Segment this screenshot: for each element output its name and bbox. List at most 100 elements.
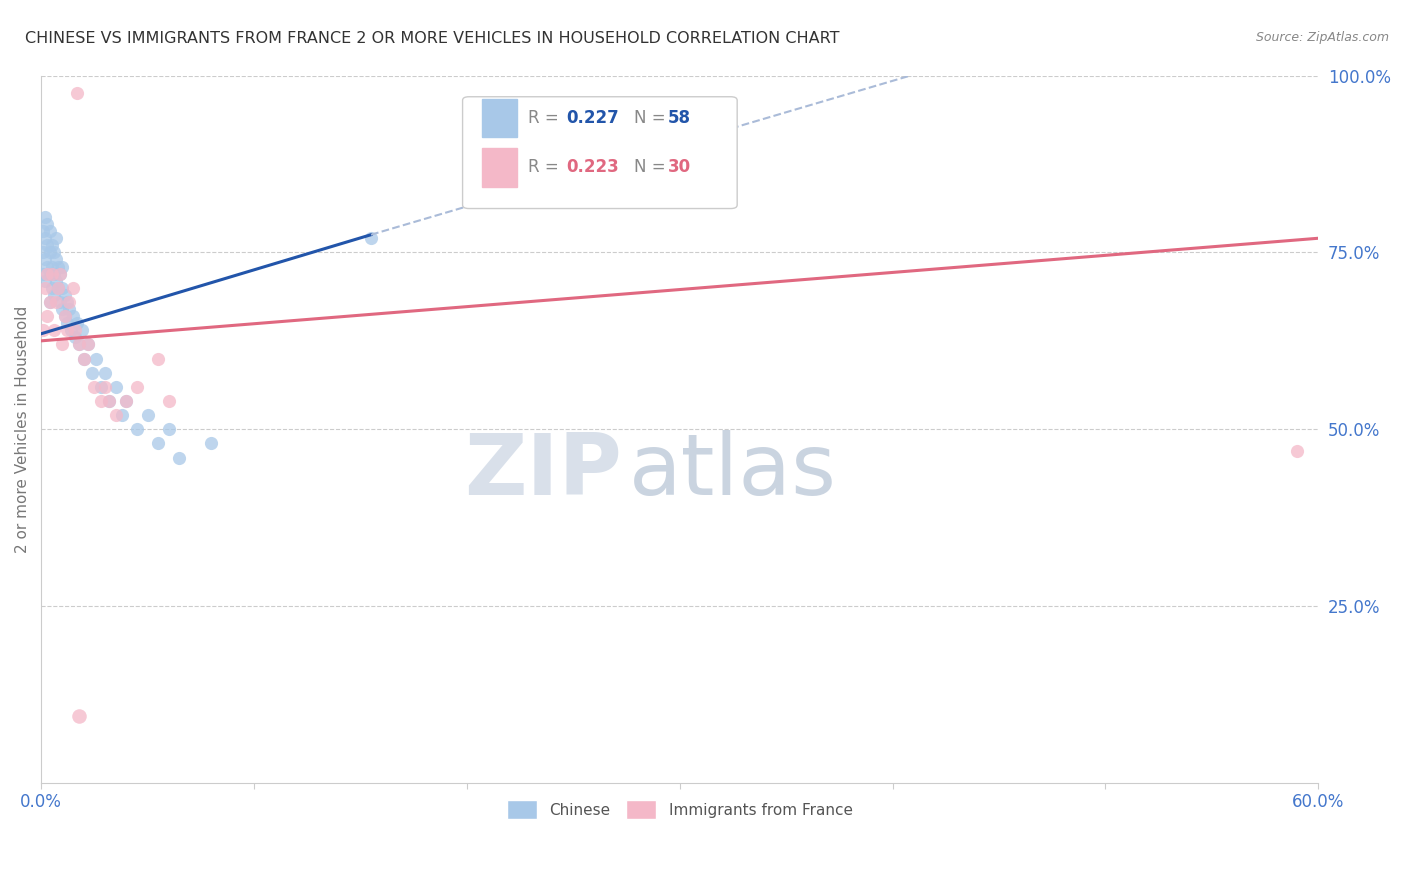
Point xyxy=(32,323,55,337)
Point xyxy=(115,394,138,409)
Point xyxy=(63,323,86,337)
Point xyxy=(38,224,60,238)
Point xyxy=(42,323,65,337)
Point xyxy=(82,366,104,380)
Point xyxy=(90,394,112,409)
Point xyxy=(37,260,59,274)
Text: CHINESE VS IMMIGRANTS FROM FRANCE 2 OR MORE VEHICLES IN HOUSEHOLD CORRELATION CH: CHINESE VS IMMIGRANTS FROM FRANCE 2 OR M… xyxy=(25,31,839,46)
Point xyxy=(51,301,73,316)
Point xyxy=(83,380,105,394)
Point xyxy=(49,267,72,281)
Point xyxy=(49,294,72,309)
Point xyxy=(73,351,96,366)
Point xyxy=(104,380,127,394)
Point xyxy=(37,267,59,281)
Point xyxy=(148,436,170,450)
Point xyxy=(45,252,67,267)
Point xyxy=(63,330,86,344)
Point xyxy=(51,260,73,274)
Text: R =: R = xyxy=(527,159,564,177)
Point xyxy=(67,337,90,351)
Point xyxy=(157,394,180,409)
Point xyxy=(37,309,59,323)
Point xyxy=(45,274,67,288)
Point xyxy=(66,86,89,100)
Point xyxy=(49,267,72,281)
Point xyxy=(58,301,80,316)
Point xyxy=(41,281,63,295)
Point xyxy=(53,309,76,323)
Point xyxy=(32,267,55,281)
Point xyxy=(90,380,112,394)
Point xyxy=(157,422,180,436)
Point xyxy=(104,408,127,422)
Point xyxy=(98,394,121,409)
Point xyxy=(169,450,191,465)
Point xyxy=(41,260,63,274)
Point xyxy=(38,294,60,309)
Text: R =: R = xyxy=(527,109,564,127)
Point xyxy=(67,708,90,723)
Point xyxy=(125,380,148,394)
Point xyxy=(34,252,56,267)
Text: 0.223: 0.223 xyxy=(567,159,619,177)
Point xyxy=(111,408,134,422)
Point xyxy=(45,294,67,309)
Point xyxy=(42,245,65,260)
Text: ZIP: ZIP xyxy=(464,430,623,513)
Y-axis label: 2 or more Vehicles in Household: 2 or more Vehicles in Household xyxy=(15,306,30,553)
Point xyxy=(55,294,77,309)
Point xyxy=(32,245,55,260)
Point xyxy=(34,210,56,224)
Point xyxy=(32,224,55,238)
Point xyxy=(34,274,56,288)
Point xyxy=(51,281,73,295)
Point xyxy=(53,288,76,302)
Point xyxy=(51,337,73,351)
Point xyxy=(86,351,108,366)
Text: N =: N = xyxy=(634,159,671,177)
Text: 30: 30 xyxy=(668,159,692,177)
Point xyxy=(41,238,63,252)
Point xyxy=(62,309,84,323)
Point xyxy=(94,380,117,394)
Point xyxy=(77,337,100,351)
Point xyxy=(37,217,59,231)
Text: Source: ZipAtlas.com: Source: ZipAtlas.com xyxy=(1256,31,1389,45)
Point xyxy=(360,231,382,245)
Point xyxy=(66,316,89,330)
Point xyxy=(62,281,84,295)
Bar xyxy=(482,98,517,137)
Point xyxy=(46,281,69,295)
Point xyxy=(53,309,76,323)
Bar xyxy=(482,148,517,187)
Text: 58: 58 xyxy=(668,109,692,127)
Point xyxy=(73,351,96,366)
Point xyxy=(200,436,222,450)
Point xyxy=(46,281,69,295)
Point xyxy=(77,337,100,351)
Point xyxy=(125,422,148,436)
Text: 0.227: 0.227 xyxy=(567,109,619,127)
Point xyxy=(55,323,77,337)
Point xyxy=(42,288,65,302)
Point xyxy=(34,281,56,295)
Point xyxy=(70,323,93,337)
Text: atlas: atlas xyxy=(628,430,837,513)
Point xyxy=(67,337,90,351)
Point xyxy=(59,323,82,337)
Point xyxy=(34,231,56,245)
Point xyxy=(38,267,60,281)
Point xyxy=(115,394,138,409)
Point xyxy=(38,245,60,260)
Point xyxy=(58,294,80,309)
Point xyxy=(55,316,77,330)
Point xyxy=(42,267,65,281)
Point xyxy=(45,231,67,245)
Point xyxy=(37,238,59,252)
Point xyxy=(41,267,63,281)
Point xyxy=(148,351,170,366)
Point xyxy=(98,394,121,409)
Point xyxy=(46,260,69,274)
Point xyxy=(94,366,117,380)
